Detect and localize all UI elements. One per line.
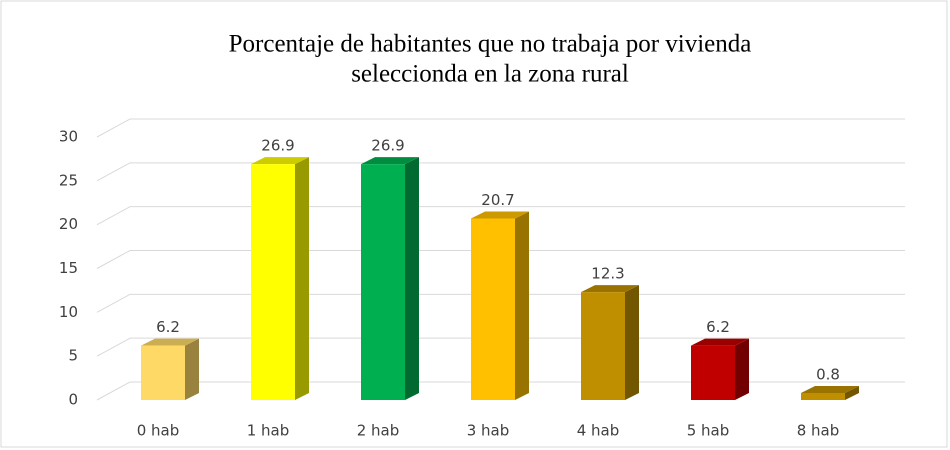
bar-top bbox=[361, 157, 419, 165]
data-label: 12.3 bbox=[591, 265, 624, 283]
bar-front bbox=[471, 218, 515, 400]
grid-line bbox=[96, 206, 905, 226]
y-tick-label: 0 bbox=[68, 391, 78, 409]
chart-title: Porcentaje de habitantes que no trabaja … bbox=[229, 31, 752, 58]
bar bbox=[581, 285, 639, 400]
bar-front bbox=[361, 164, 405, 400]
bar-top bbox=[691, 338, 749, 346]
bar-front bbox=[691, 345, 735, 400]
data-label: 26.9 bbox=[371, 137, 404, 155]
bar-front bbox=[801, 392, 845, 400]
bar bbox=[471, 211, 529, 400]
grid-line bbox=[96, 381, 905, 401]
grid-line bbox=[96, 337, 905, 357]
bar-top bbox=[251, 157, 309, 165]
data-label: 6.2 bbox=[156, 318, 180, 336]
bar bbox=[141, 338, 199, 400]
grid-line bbox=[96, 250, 905, 269]
y-tick-label: 5 bbox=[68, 347, 78, 365]
bar-front bbox=[141, 345, 185, 400]
grid-line bbox=[96, 162, 905, 182]
chart-title: seleccionda en la zona rural bbox=[351, 61, 629, 88]
data-label: 6.2 bbox=[706, 318, 730, 336]
bar-side bbox=[515, 211, 529, 400]
y-tick-label: 30 bbox=[59, 128, 78, 146]
grid-line bbox=[96, 293, 905, 313]
grid-line bbox=[96, 118, 905, 138]
data-label: 0.8 bbox=[816, 365, 840, 383]
bar-top bbox=[141, 338, 199, 346]
y-tick-label: 25 bbox=[59, 171, 78, 189]
bar-top bbox=[801, 385, 859, 393]
bar bbox=[251, 157, 309, 400]
data-label: 20.7 bbox=[481, 191, 514, 209]
bar-side bbox=[735, 338, 749, 400]
bar bbox=[691, 338, 749, 400]
x-tick-label: 0 hab bbox=[137, 422, 180, 440]
x-tick-label: 8 hab bbox=[797, 422, 840, 440]
bar-top bbox=[471, 211, 529, 219]
bar-side bbox=[405, 157, 419, 400]
y-tick-label: 10 bbox=[59, 303, 78, 321]
x-tick-label: 5 hab bbox=[687, 422, 730, 440]
bar bbox=[361, 157, 419, 400]
bar-side bbox=[295, 157, 309, 400]
bar-side bbox=[185, 338, 199, 400]
bar bbox=[801, 385, 859, 400]
y-tick-label: 15 bbox=[59, 259, 78, 277]
bar-front bbox=[251, 164, 295, 400]
bar-front bbox=[581, 292, 625, 400]
bar-side bbox=[845, 385, 859, 400]
y-tick-label: 20 bbox=[59, 215, 78, 233]
x-tick-label: 2 hab bbox=[357, 422, 400, 440]
bar-side bbox=[625, 285, 639, 400]
data-label: 26.9 bbox=[261, 137, 294, 155]
x-tick-label: 1 hab bbox=[247, 422, 290, 440]
bar-top bbox=[581, 285, 639, 293]
x-tick-label: 4 hab bbox=[577, 422, 620, 440]
x-tick-label: 3 hab bbox=[467, 422, 510, 440]
